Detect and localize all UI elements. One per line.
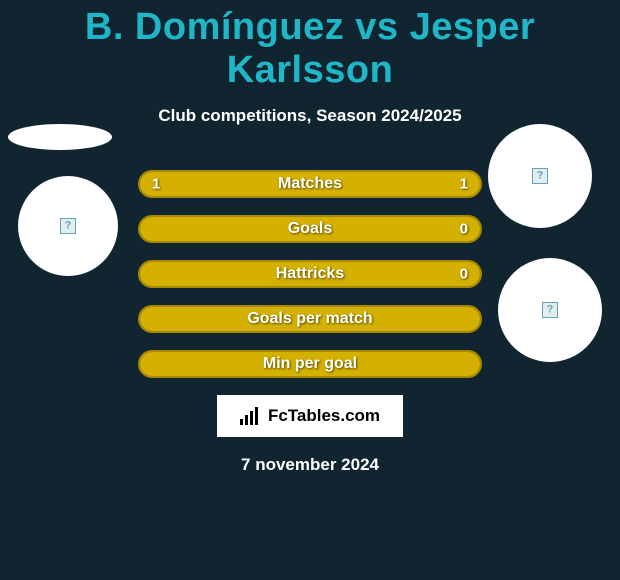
placeholder-icon xyxy=(542,302,558,318)
player-left-avatar xyxy=(18,176,118,276)
stats-container: 1 1 Matches 0 Goals 0 Hattricks Goals per match… xyxy=(138,170,482,378)
stat-value-right: 0 xyxy=(460,266,468,283)
stat-row: 0 Goals xyxy=(138,215,482,243)
stat-label: Goals xyxy=(288,220,332,238)
player-right-avatar-1 xyxy=(488,124,592,228)
stat-label: Goals per match xyxy=(247,310,372,328)
stat-value-right: 0 xyxy=(460,221,468,238)
stat-row: Goals per match xyxy=(138,305,482,333)
stat-label: Matches xyxy=(278,175,342,193)
stat-label: Hattricks xyxy=(276,265,344,283)
stat-row: 0 Hattricks xyxy=(138,260,482,288)
player-right-avatar-2 xyxy=(498,258,602,362)
stat-row: 1 1 Matches xyxy=(138,170,482,198)
left-oval-shape xyxy=(8,124,112,150)
stat-row: Min per goal xyxy=(138,350,482,378)
site-badge[interactable]: FcTables.com xyxy=(217,395,403,437)
badge-text: FcTables.com xyxy=(268,406,380,426)
page-title: B. Domínguez vs Jesper Karlsson xyxy=(0,0,620,92)
stat-value-right: 1 xyxy=(460,176,468,193)
placeholder-icon xyxy=(60,218,76,234)
date-text: 7 november 2024 xyxy=(0,455,620,475)
page-subtitle: Club competitions, Season 2024/2025 xyxy=(0,106,620,126)
placeholder-icon xyxy=(532,168,548,184)
stat-label: Min per goal xyxy=(263,355,357,373)
stat-value-left: 1 xyxy=(152,176,160,193)
badge-bars-icon xyxy=(240,407,262,425)
